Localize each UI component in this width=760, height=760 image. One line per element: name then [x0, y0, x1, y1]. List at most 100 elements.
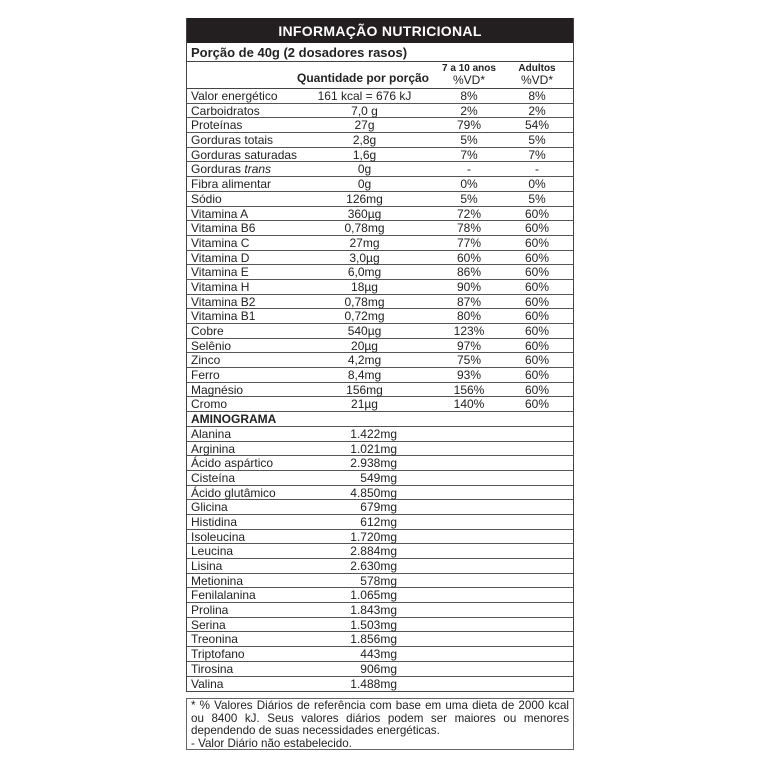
vd-adults: 60%: [524, 338, 550, 353]
nutrient-rows: Valor energético 161 kcal = 676 kJ 8% 8% Car…: [187, 89, 573, 691]
vd-adults: 0%: [528, 177, 546, 192]
kids-vd-label: %VD*: [452, 73, 485, 87]
vd-kids: 93%: [456, 368, 482, 383]
amino-acid-row: Tirosina 906mg: [187, 662, 573, 677]
amino-acid-quantity: 1.503mg: [350, 617, 397, 632]
kids-group-label: 7 a 10 anos: [442, 63, 496, 74]
amino-acid-name: Valina: [191, 676, 224, 691]
amino-acid-quantity: 2.630mg: [350, 559, 397, 573]
vd-kids: 97%: [456, 338, 482, 353]
adults-vd-header: Adultos %VD*: [505, 63, 569, 87]
amino-acid-quantity: 1.488mg: [350, 676, 397, 691]
amino-acid-name: Lisina: [191, 559, 223, 573]
nutrient-quantity: 161 kcal = 676 kJ: [317, 89, 412, 103]
vd-kids: 86%: [456, 265, 482, 280]
amino-acid-quantity: 4.850mg: [350, 485, 397, 500]
nutrient-quantity: 2,8g: [352, 133, 377, 148]
vd-kids: 77%: [456, 235, 482, 250]
amino-acid-row: Prolina 1.843mg: [187, 603, 573, 618]
nutrient-name: Vitamina D: [191, 250, 250, 265]
nutrient-quantity: 18µg: [351, 279, 378, 294]
amino-acid-name: Ácido glutâmico: [191, 485, 276, 500]
vd-kids: 78%: [456, 221, 482, 236]
nutrient-name-italic: trans: [244, 162, 272, 177]
nutrient-row: Fibra alimentar 0g 0% 0%: [187, 177, 573, 192]
nutrient-row: Cobre 540µg 123% 60%: [187, 324, 573, 339]
nutrient-quantity: 6,0mg: [347, 265, 382, 280]
vd-kids: 123%: [453, 324, 485, 338]
vd-kids: 8%: [460, 89, 478, 103]
nutrient-name: Magnésio: [191, 382, 244, 397]
vd-adults: 60%: [524, 221, 550, 236]
vd-adults: 2%: [528, 103, 546, 118]
vd-adults: 60%: [524, 397, 550, 412]
nutrient-row: Gorduras trans 0g - -: [187, 162, 573, 178]
nutrient-quantity: 0,72mg: [344, 309, 385, 324]
vd-kids: 72%: [456, 206, 482, 221]
nutrient-quantity: 21µg: [351, 397, 378, 412]
nutrient-name-text: Gorduras: [191, 162, 245, 177]
nutrient-name: Fibra alimentar: [191, 177, 272, 192]
amino-acid-quantity: 2.884mg: [350, 544, 397, 559]
amino-acid-row: Valina 1.488mg: [187, 677, 573, 692]
amino-acid-row: Cisteína 549mg: [187, 471, 573, 486]
amino-acid-name: Glicina: [191, 500, 228, 515]
nutrient-name: Cobre: [191, 324, 224, 338]
amino-acid-quantity: 1.065mg: [350, 588, 397, 603]
vd-kids: 79%: [456, 118, 482, 133]
vd-kids: 7%: [460, 147, 478, 162]
kids-vd-header: 7 a 10 anos %VD*: [437, 63, 501, 87]
nutrient-name: Valor energético: [191, 89, 278, 103]
column-header-row: Quantidade por porção 7 a 10 anos %VD* A…: [187, 62, 573, 89]
nutrient-name: Vitamina E: [191, 265, 249, 280]
amino-acid-row: Glicina 679mg: [187, 500, 573, 515]
nutrient-row: Valor energético 161 kcal = 676 kJ 8% 8%: [187, 89, 573, 104]
vd-kids: 5%: [460, 191, 478, 206]
nutrient-row: Cromo 21µg 140% 60%: [187, 397, 573, 413]
nutrient-row: Vitamina H 18µg 90% 60%: [187, 280, 573, 295]
amino-acid-row: Lisina 2.630mg: [187, 559, 573, 574]
nutrient-quantity: 7,0 g: [351, 103, 378, 118]
nutrient-row: Vitamina B6 0,78mg 78% 60%: [187, 221, 573, 236]
vd-adults: 54%: [524, 118, 550, 133]
nutrient-quantity: 0g: [357, 177, 372, 192]
nutrient-quantity: 360µg: [347, 206, 382, 221]
nutrient-name: Vitamina B1: [191, 309, 256, 324]
nutrient-row: Vitamina E 6,0mg 86% 60%: [187, 265, 573, 280]
nutrient-row: Vitamina A 360µg 72% 60%: [187, 207, 573, 222]
nutrient-name: Selênio: [191, 338, 232, 353]
nutrient-row: Vitamina B1 0,72mg 80% 60%: [187, 309, 573, 324]
vd-kids: 87%: [456, 294, 482, 309]
amino-acid-quantity: 1.720mg: [350, 529, 397, 544]
amino-acid-row: Triptofano 443mg: [187, 647, 573, 662]
vd-kids: -: [467, 162, 471, 177]
vd-adults: 7%: [528, 147, 546, 162]
amino-acid-quantity: 1.843mg: [350, 603, 397, 618]
nutrient-quantity: 0,78mg: [344, 294, 385, 309]
vd-adults: 60%: [524, 309, 550, 324]
nutrient-row: Vitamina B2 0,78mg 87% 60%: [187, 295, 573, 310]
nutrient-name: Sódio: [191, 191, 222, 206]
nutrient-quantity: 3,0µg: [349, 250, 380, 265]
nutrient-row: Ferro 8,4mg 93% 60%: [187, 368, 573, 383]
vd-kids: 90%: [456, 279, 482, 294]
vd-adults: 60%: [524, 235, 550, 250]
vd-kids: 5%: [460, 133, 478, 148]
nutrition-facts-table: INFORMAÇÃO NUTRICIONAL Porção de 40g (2 …: [186, 18, 574, 693]
table-title: INFORMAÇÃO NUTRICIONAL: [187, 18, 573, 43]
nutrient-row: Gorduras saturadas 1,6g 7% 7%: [187, 148, 573, 163]
amino-acid-name: Isoleucina: [191, 529, 246, 544]
nutrient-row: Gorduras totais 2,8g 5% 5%: [187, 133, 573, 148]
nutrient-quantity: 0g: [357, 162, 372, 177]
vd-adults: 60%: [524, 250, 550, 265]
amino-acid-name: Ácido aspártico: [191, 456, 274, 471]
amino-acid-name: Histidina: [191, 514, 238, 529]
vd-adults: 5%: [528, 191, 546, 206]
vd-kids: 140%: [453, 397, 485, 412]
amino-acid-name: Tirosina: [191, 661, 234, 676]
vd-adults: 60%: [524, 265, 550, 280]
nutrient-name: Vitamina B2: [191, 294, 256, 309]
vd-adults: 60%: [524, 368, 550, 383]
nutrient-name: Vitamina A: [191, 206, 249, 221]
nutrient-row: Sódio 126mg 5% 5%: [187, 192, 573, 207]
